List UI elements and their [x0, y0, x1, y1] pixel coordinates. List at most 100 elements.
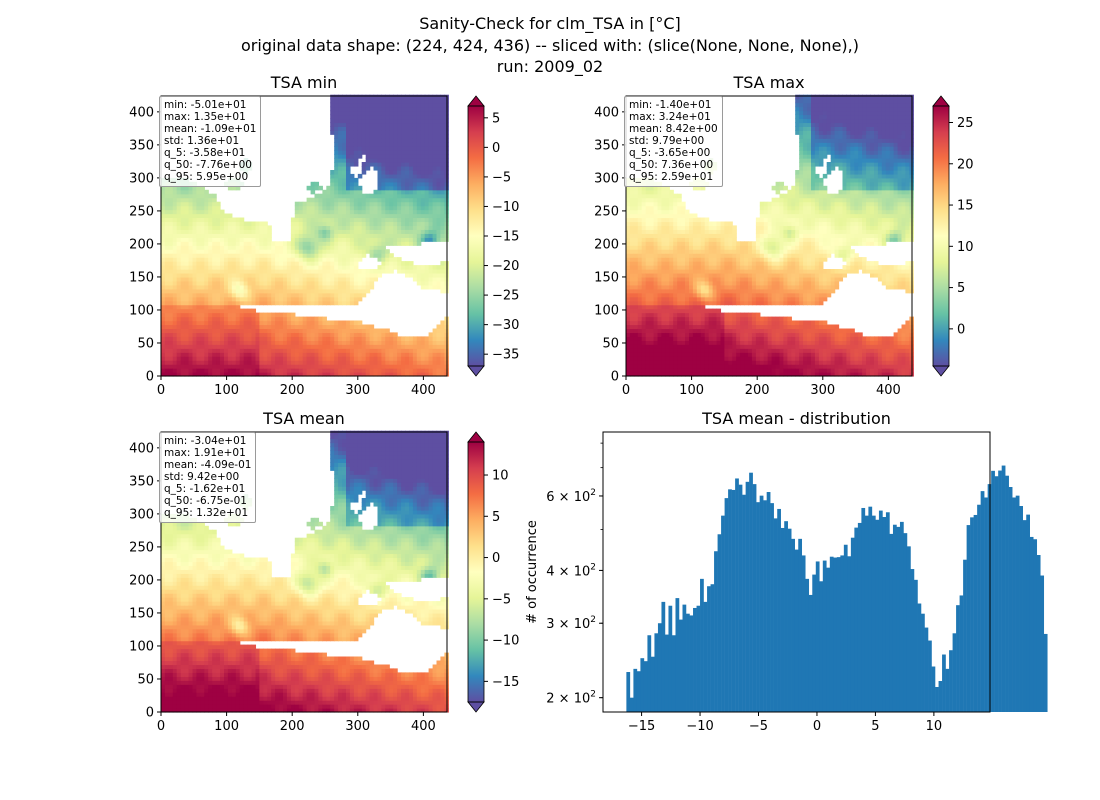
heatmap-cell — [436, 269, 442, 274]
heatmap-cell — [436, 364, 442, 369]
heatmap-cell — [696, 273, 702, 278]
heatmap-cell — [357, 106, 363, 112]
heatmap-cell — [294, 292, 300, 298]
heatmap-cell — [318, 197, 323, 203]
heatmap-cell — [420, 364, 426, 369]
heatmap-cell — [338, 292, 343, 298]
heatmap-cell — [712, 344, 718, 349]
heatmap-cell — [689, 217, 694, 223]
heatmap-cell — [267, 280, 272, 286]
heatmap-cell — [677, 328, 682, 334]
heatmap-cell — [440, 154, 445, 159]
heatmap-cell — [637, 372, 643, 377]
heatmap-cell — [176, 368, 182, 373]
heatmap-cell — [318, 368, 323, 373]
heatmap-cell — [424, 368, 430, 373]
heatmap-cell — [428, 344, 434, 349]
heatmap-cell — [318, 292, 323, 298]
heatmap-cell — [326, 352, 331, 357]
heatmap-cell — [227, 348, 233, 353]
heatmap-cell — [397, 189, 402, 195]
heatmap-cell — [657, 300, 663, 306]
heatmap-cell — [369, 241, 375, 246]
heatmap-cell — [405, 273, 410, 278]
heatmap-cell — [255, 292, 261, 298]
heatmap-cell — [645, 372, 651, 377]
heatmap-cell — [192, 257, 198, 262]
heatmap-cell — [188, 273, 194, 278]
heatmap-cell — [184, 261, 190, 266]
heatmap-cell — [393, 364, 398, 369]
heatmap-cell — [653, 245, 659, 250]
heatmap-cell — [744, 296, 749, 302]
heatmap-cell — [373, 245, 379, 250]
heatmap-cell — [692, 269, 698, 274]
heatmap-cell — [220, 269, 225, 274]
heatmap-cell — [294, 273, 300, 278]
heatmap-cell — [220, 348, 225, 353]
heatmap-cell — [657, 348, 663, 353]
heatmap-cell — [641, 245, 647, 250]
heatmap-cell — [346, 154, 351, 159]
heatmap-cell — [342, 229, 347, 234]
heatmap-cell — [290, 368, 296, 373]
heatmap-cell — [204, 320, 209, 326]
heatmap-cell — [208, 193, 213, 199]
heatmap-cell — [342, 114, 347, 120]
heatmap-cell — [318, 213, 323, 219]
heatmap-cell — [649, 213, 655, 219]
heatmap-cell — [220, 364, 225, 369]
heatmap-cell — [653, 340, 659, 345]
heatmap-cell — [377, 336, 383, 341]
heatmap-cell — [235, 324, 241, 330]
heatmap-cell — [275, 273, 280, 278]
heatmap-cell — [338, 94, 343, 100]
heatmap-cell — [728, 241, 733, 246]
heatmap-cell — [290, 237, 296, 242]
heatmap-cell — [326, 280, 331, 286]
heatmap-cell — [338, 181, 343, 187]
heatmap-cell — [649, 372, 655, 377]
heatmap-cell — [653, 316, 659, 322]
heatmap-cell — [381, 162, 386, 167]
heatmap-cell — [290, 265, 296, 270]
heatmap-cell — [428, 162, 434, 167]
heatmap-cell — [243, 221, 249, 227]
heatmap-cell — [393, 221, 398, 227]
heatmap-cell — [393, 336, 398, 341]
heatmap-cell — [389, 265, 394, 270]
heatmap-cell — [357, 280, 363, 286]
heatmap-cell — [700, 261, 706, 266]
heatmap-cell — [626, 209, 631, 215]
heatmap-cell — [440, 142, 445, 147]
heatmap-cell — [649, 348, 655, 353]
heatmap-cell — [405, 98, 410, 104]
heatmap-cell — [377, 94, 383, 100]
heatmap-cell — [751, 288, 757, 294]
heatmap-cell — [314, 368, 320, 373]
heatmap-cell — [412, 94, 418, 100]
heatmap-cell — [306, 368, 312, 373]
heatmap-cell — [353, 269, 359, 274]
heatmap-cell — [416, 122, 422, 127]
heatmap-cell — [298, 324, 304, 330]
heatmap-cell — [267, 237, 272, 242]
heatmap-cell — [696, 269, 702, 274]
heatmap-cell — [381, 356, 386, 361]
heatmap-cell — [373, 332, 379, 337]
heatmap-cell — [689, 261, 694, 266]
heatmap-cell — [740, 344, 745, 349]
heatmap-cell — [349, 181, 355, 187]
heatmap-cell — [361, 368, 367, 373]
heatmap-cell — [224, 229, 229, 234]
heatmap-cell — [751, 340, 757, 345]
heatmap-cell — [677, 265, 682, 270]
heatmap-cell — [334, 241, 339, 246]
heatmap-cell — [161, 193, 166, 199]
heatmap-cell — [397, 146, 402, 151]
heatmap-cell — [397, 110, 402, 116]
heatmap-cell — [342, 181, 347, 187]
heatmap-cell — [708, 300, 714, 306]
heatmap-cell — [172, 340, 178, 345]
heatmap-cell — [208, 257, 213, 262]
